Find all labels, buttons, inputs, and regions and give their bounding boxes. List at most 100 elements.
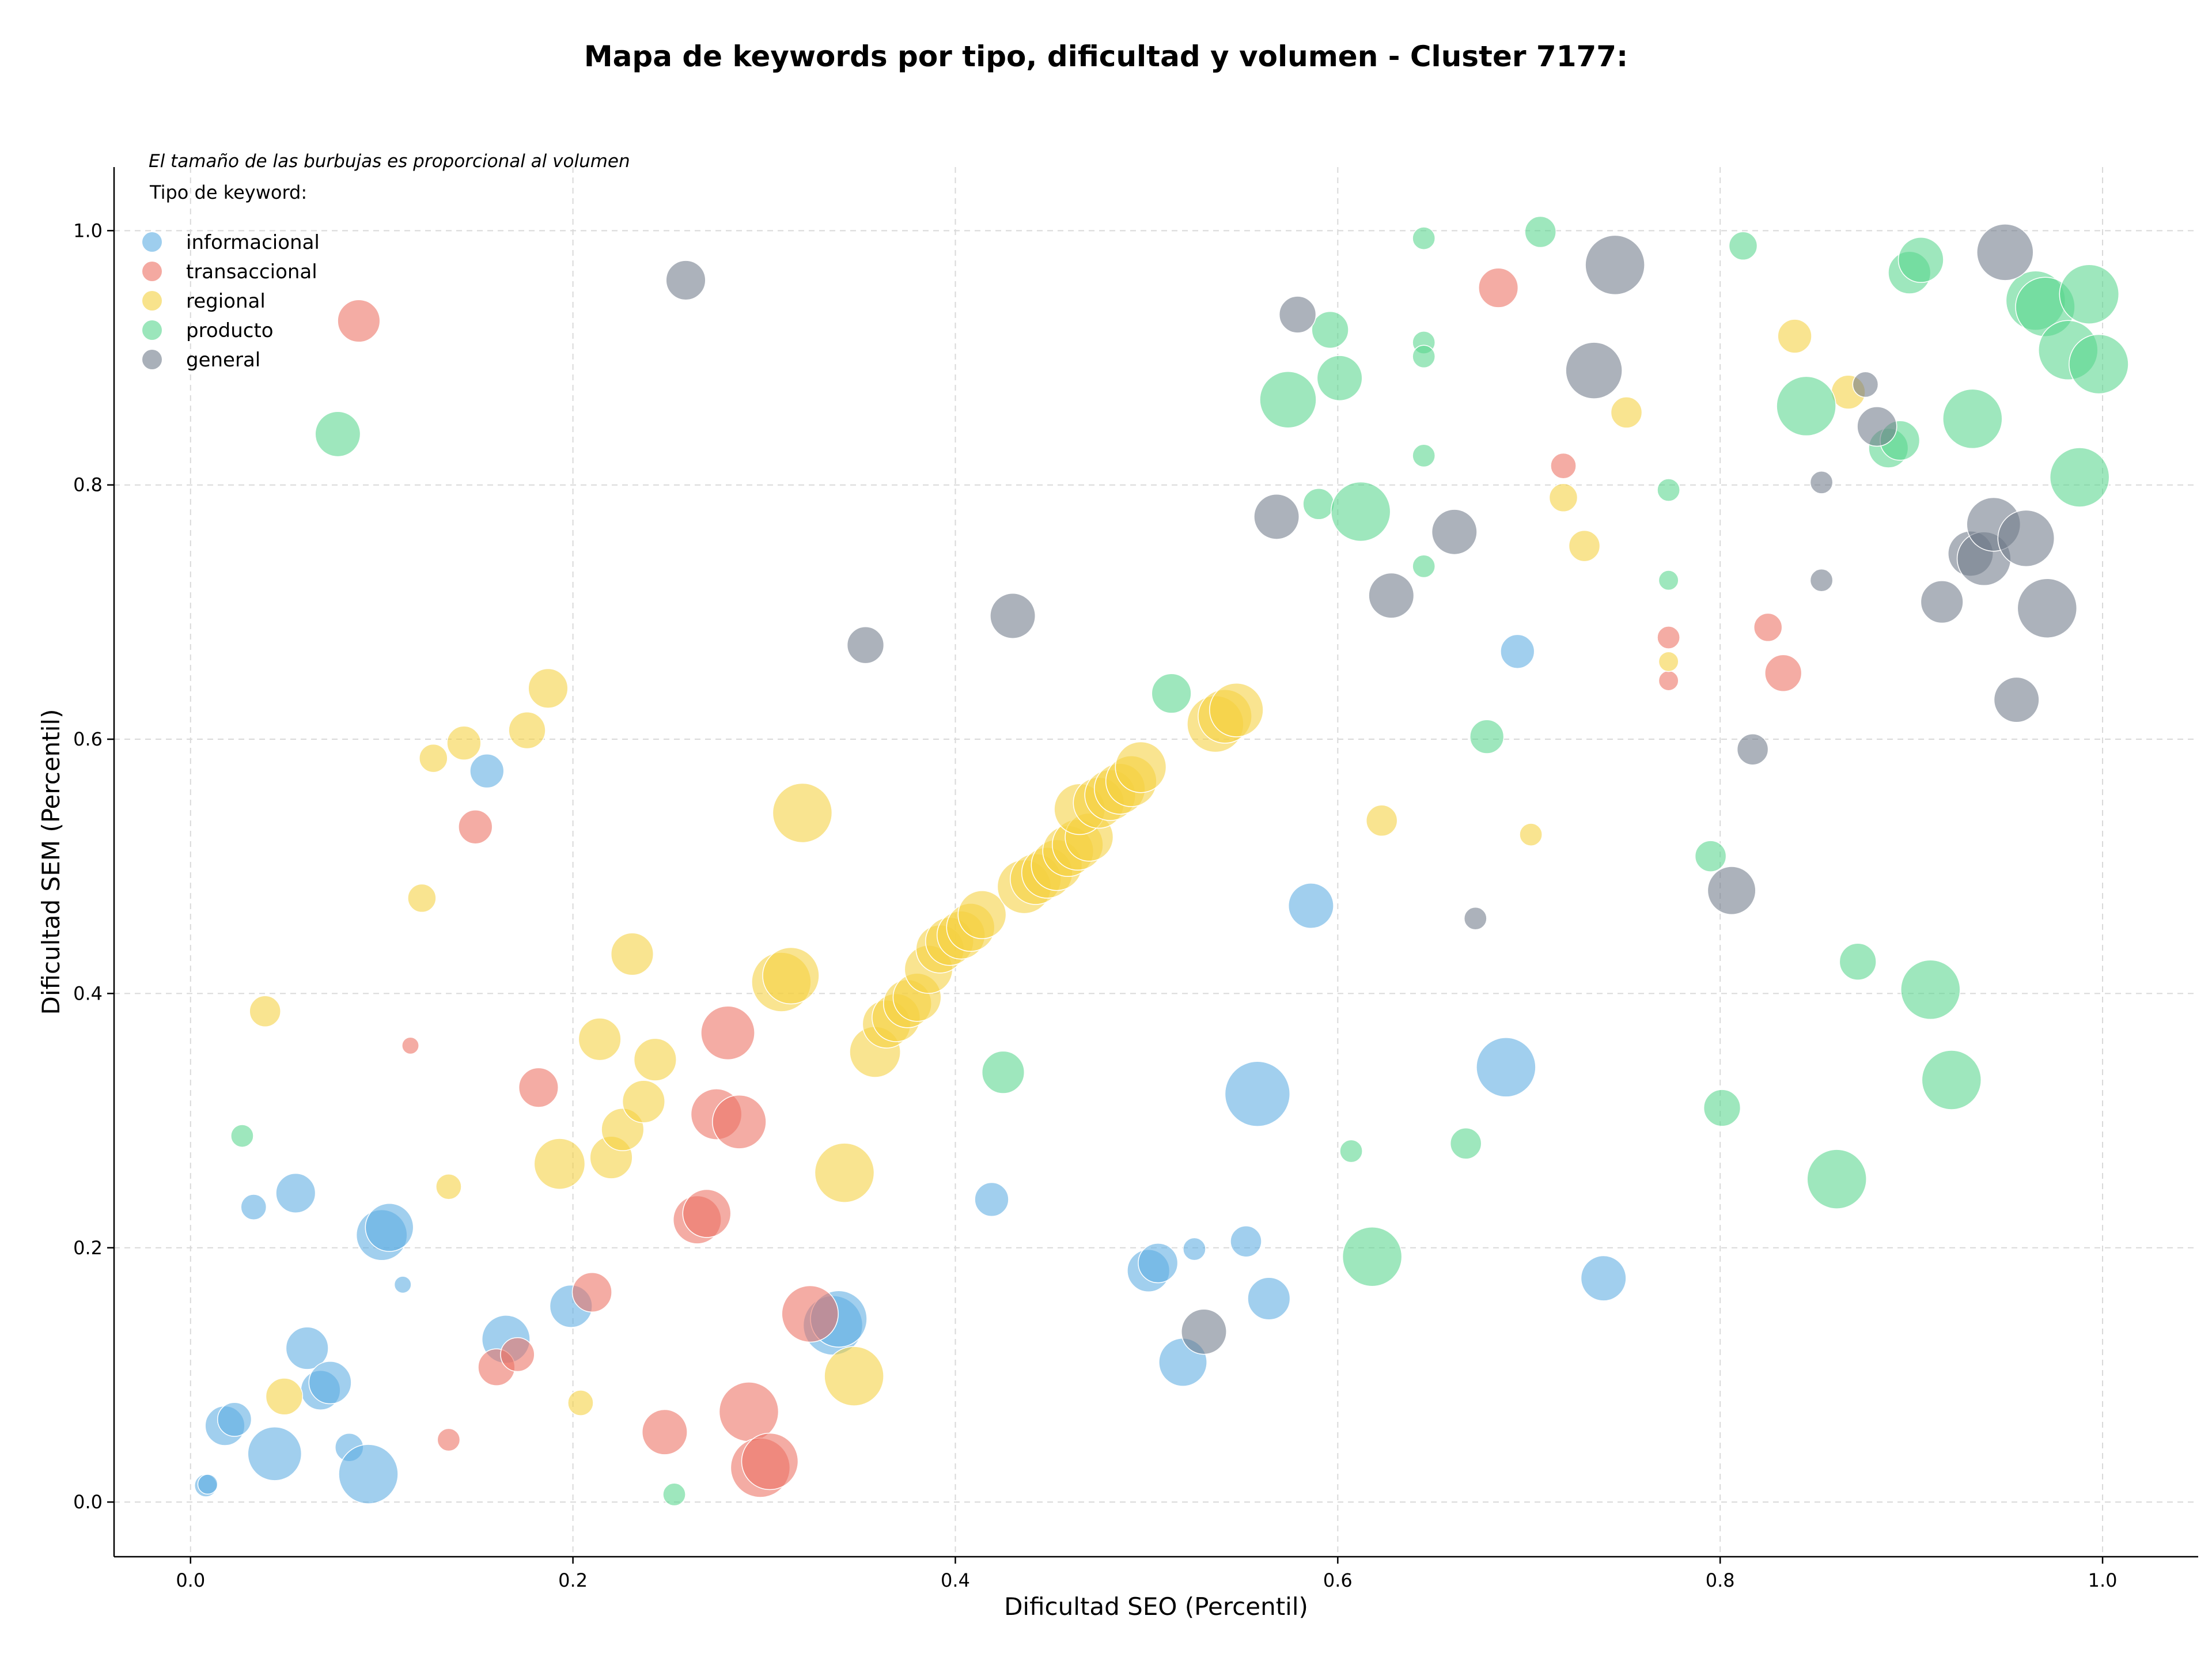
- bubble-informacional: [1138, 1243, 1179, 1284]
- legend-marker-transaccional: [142, 262, 162, 281]
- legend-label-transaccional: transaccional: [186, 260, 317, 283]
- bubble-informacional: [1224, 1061, 1291, 1127]
- bubble-informacional: [1183, 1237, 1206, 1261]
- bubble-regional: [567, 1390, 594, 1416]
- bubble-regional: [1548, 483, 1578, 513]
- bubble-producto: [1776, 376, 1836, 437]
- bubble-regional: [265, 1378, 304, 1416]
- bubble-producto: [1151, 673, 1192, 714]
- bubble-informacional: [974, 1182, 1009, 1217]
- bubble-transaccional: [1657, 626, 1680, 649]
- legend-label-regional: regional: [186, 290, 266, 313]
- bubble-regional: [633, 1038, 677, 1081]
- bubble-producto: [1412, 226, 1436, 250]
- y-tick-label: 1.0: [73, 220, 103, 241]
- bubble-transaccional: [741, 1432, 799, 1490]
- y-tick-label: 0.6: [73, 728, 103, 750]
- x-tick-label: 0.8: [1706, 1569, 1735, 1591]
- bubble-informacional: [1230, 1225, 1262, 1258]
- bubble-informacional: [247, 1426, 302, 1481]
- bubble-regional: [1777, 319, 1812, 354]
- bubble-producto: [1900, 959, 1961, 1020]
- bubble-producto: [1259, 371, 1317, 429]
- bubble-general: [1857, 406, 1897, 447]
- bubble-producto: [1694, 840, 1727, 872]
- bubble-regional: [824, 1346, 884, 1406]
- bubble-transaccional: [337, 299, 381, 343]
- legend-marker-informacional: [142, 232, 162, 252]
- bubble-general: [1809, 568, 1834, 592]
- y-tick-label: 0.0: [73, 1491, 103, 1513]
- bubble-informacional: [240, 1194, 267, 1220]
- legend-marker-general: [142, 350, 162, 369]
- bubble-regional: [1519, 823, 1543, 846]
- bubble-producto: [1339, 1139, 1363, 1163]
- bubble-transaccional: [500, 1337, 535, 1372]
- bubble-transaccional: [571, 1272, 612, 1313]
- bubble-transaccional: [641, 1409, 688, 1455]
- bubble-general: [1565, 342, 1623, 399]
- bubble-general: [1920, 580, 1964, 624]
- bubble-producto: [2069, 334, 2129, 395]
- x-tick-label: 0.6: [1323, 1569, 1353, 1591]
- bubble-general: [846, 626, 885, 664]
- x-tick-label: 0.0: [176, 1569, 205, 1591]
- bubble-regional: [1209, 682, 1264, 737]
- bubble-informacional: [365, 1202, 414, 1252]
- bubble-regional: [407, 883, 437, 913]
- legend-title: Tipo de keyword:: [149, 181, 307, 203]
- bubble-general: [1368, 572, 1415, 619]
- bubble-producto: [1302, 488, 1335, 520]
- bubble-transaccional: [518, 1067, 559, 1108]
- bubble-regional: [533, 1138, 586, 1190]
- bubble-regional: [446, 725, 482, 760]
- bubble-producto: [1942, 388, 2003, 449]
- bubble-regional: [508, 711, 546, 750]
- bubble-informacional: [308, 1361, 352, 1405]
- bubble-informacional: [1287, 883, 1334, 929]
- bubble-producto: [1524, 215, 1556, 248]
- bubble-general: [2017, 578, 2078, 638]
- bubble-general: [1181, 1308, 1227, 1355]
- axes: [113, 167, 2198, 1558]
- bubble-transaccional: [458, 809, 493, 845]
- bubble-regional: [622, 1080, 665, 1123]
- bubble-regional: [528, 668, 569, 709]
- bubble-regional: [762, 947, 820, 1005]
- bubble-producto: [1412, 554, 1436, 578]
- bubble-producto: [2049, 447, 2110, 508]
- bubble-regional: [610, 932, 654, 976]
- bubble-transaccional: [1550, 452, 1577, 479]
- bubble-informacional: [217, 1402, 252, 1437]
- bubble-informacional: [1580, 1255, 1627, 1301]
- bubble-informacional: [285, 1326, 329, 1370]
- bubble-producto: [1839, 943, 1877, 981]
- bubble-transaccional: [1658, 670, 1679, 691]
- bubble-general: [1431, 509, 1478, 555]
- bubble-informacional: [469, 754, 505, 789]
- bubble-producto: [1311, 311, 1349, 349]
- bubble-general: [1463, 906, 1487, 930]
- x-tick-label: 1.0: [2088, 1569, 2118, 1591]
- bubble-regional: [957, 890, 1007, 940]
- y-tick-label: 0.4: [73, 982, 103, 1004]
- bubble-regional: [1365, 804, 1398, 837]
- bubble-regional: [814, 1142, 875, 1203]
- legend: Tipo de keyword: informacional transaccio…: [142, 181, 320, 372]
- bubble-general: [1993, 676, 2040, 723]
- bubble-producto: [1330, 481, 1391, 542]
- bubble-transaccional: [781, 1285, 839, 1343]
- x-tick-label: 0.4: [941, 1569, 970, 1591]
- bubble-informacional: [197, 1474, 218, 1495]
- bubble-transaccional: [402, 1036, 419, 1055]
- bubble-producto: [1728, 231, 1758, 261]
- bubble-general: [1976, 224, 2034, 281]
- legend-label-informacional: informacional: [186, 231, 320, 254]
- bubble-producto: [1657, 478, 1680, 502]
- bubble-regional: [1610, 396, 1643, 429]
- bubble-producto: [2059, 264, 2120, 324]
- bubble-general: [1809, 470, 1834, 494]
- bubble-general: [1736, 733, 1769, 766]
- bubble-transaccional: [712, 1094, 767, 1149]
